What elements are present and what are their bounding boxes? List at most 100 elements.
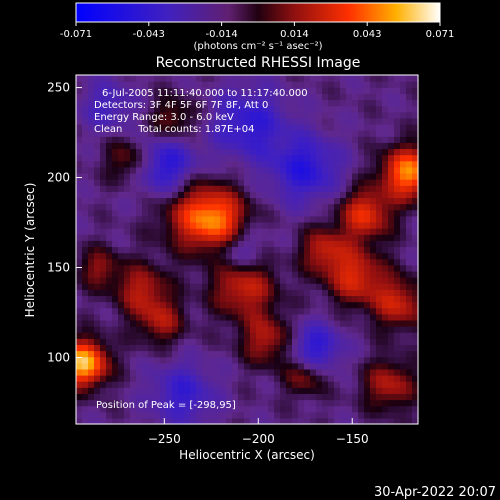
heatmap-cell [166,313,173,321]
heatmap-cell [328,203,335,211]
heatmap-cell [346,172,353,180]
heatmap-cell [238,258,245,266]
heatmap-cell [244,277,251,284]
heatmap-cell [358,93,365,101]
heatmap-cell [262,203,269,211]
heatmap-cell [238,117,245,125]
heatmap-cell [196,191,203,199]
heatmap-cell [376,111,383,119]
heatmap-cell [142,179,149,186]
heatmap-cell [106,283,113,290]
heatmap-cell [322,81,329,88]
heatmap-cell [322,405,329,413]
heatmap-cell [88,209,95,217]
heatmap-cell [292,338,299,345]
heatmap-cell [352,136,359,143]
heatmap-cell [106,405,113,413]
heatmap-cell [244,368,251,376]
heatmap-cell [142,123,149,131]
heatmap-cell [358,197,365,205]
heatmap-cell [106,301,113,309]
heatmap-cell [178,87,185,94]
heatmap-cell [82,258,89,266]
heatmap-cell [250,326,257,333]
heatmap-cell [280,209,287,217]
heatmap-cell [310,356,317,364]
heatmap-cell [304,130,311,137]
heatmap-cell [310,228,317,235]
heatmap-cell [304,332,311,339]
heatmap-cell [88,160,95,168]
heatmap-cell [94,270,101,278]
heatmap-cell [358,246,365,254]
heatmap-cell [130,344,137,352]
heatmap-cell [292,123,299,131]
heatmap-cell [316,387,323,394]
heatmap-cell [220,326,227,333]
heatmap-cell [382,319,389,327]
heatmap-cell [166,295,173,303]
heatmap-cell [244,301,251,309]
heatmap-cell [160,172,167,180]
heatmap-cell [328,123,335,131]
heatmap-cell [208,344,215,352]
heatmap-cell [172,234,179,241]
heatmap-cell [202,246,209,254]
heatmap-cell [334,264,341,272]
heatmap-cell [298,93,305,101]
heatmap-cell [76,172,83,180]
x-tick-label: −150 [336,432,369,446]
heatmap-cell [358,301,365,309]
heatmap-cell [148,264,155,272]
heatmap-cell [142,185,149,192]
heatmap-cell [124,301,131,309]
heatmap-cell [232,185,239,192]
heatmap-cell [388,405,395,413]
heatmap-cell [304,319,311,327]
heatmap-cell [154,387,161,394]
heatmap-cell [118,148,125,156]
heatmap-cell [88,154,95,162]
heatmap-cell [106,75,113,82]
heatmap-cell [334,301,341,309]
heatmap-cell [334,240,341,248]
heatmap-cell [178,301,185,309]
heatmap-cell [118,99,125,107]
heatmap-cell [100,387,107,394]
heatmap-cell [184,270,191,278]
heatmap-cell [94,332,101,339]
heatmap-cell [238,142,245,150]
heatmap-cell [310,301,317,309]
heatmap-cell [208,307,215,315]
heatmap-cell [160,393,167,401]
heatmap-cell [172,252,179,260]
heatmap-cell [352,326,359,333]
heatmap-cell [106,264,113,272]
heatmap-cell [328,375,335,382]
heatmap-cell [202,301,209,309]
heatmap-cell [388,172,395,180]
heatmap-cell [154,123,161,131]
heatmap-cell [370,160,377,168]
heatmap-cell [394,338,401,345]
heatmap-cell [316,301,323,309]
heatmap-cell [106,203,113,211]
heatmap-cell [214,393,221,401]
heatmap-cell [178,172,185,180]
heatmap-cell [376,234,383,241]
heatmap-cell [412,319,419,327]
heatmap-cell [358,332,365,339]
heatmap-cell [130,283,137,290]
heatmap-cell [394,289,401,297]
heatmap-cell [268,228,275,235]
heatmap-cell [184,185,191,192]
heatmap-cell [280,246,287,254]
heatmap-cell [394,142,401,150]
heatmap-cell [268,99,275,107]
heatmap-cell [250,154,257,162]
heatmap-cell [286,154,293,162]
heatmap-cell [340,252,347,260]
heatmap-cell [154,417,161,425]
heatmap-cell [394,123,401,131]
heatmap-cell [280,405,287,413]
